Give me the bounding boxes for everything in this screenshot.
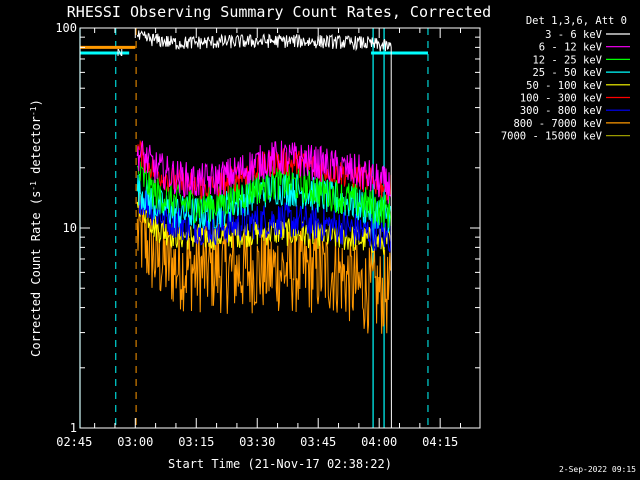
- x-axis: 02:45 03:00 03:15 03:30 03:45 04:00 04:15: [56, 28, 461, 449]
- series-line-2: [136, 161, 392, 228]
- legend-entry-label: 100 - 300 keV: [520, 93, 603, 105]
- series-line-1: [136, 140, 392, 204]
- y-tick-label: 100: [55, 21, 77, 35]
- legend-entry-label: 25 - 50 keV: [532, 67, 602, 79]
- y-axis-label-exponent-2: -1: [29, 106, 38, 116]
- x-tick-label: 03:15: [178, 435, 214, 449]
- chart-title: RHESSI Observing Summary Count Rates, Co…: [67, 3, 491, 21]
- y-axis-label-exponent-1: -1: [29, 181, 38, 191]
- x-tick-label: 02:45: [56, 435, 92, 449]
- series-line-7: [136, 191, 392, 334]
- legend-entry-label: 7000 - 15000 keV: [501, 131, 603, 143]
- y-axis-label-detector: detector: [29, 116, 43, 181]
- series-line-0: [136, 30, 392, 429]
- y-tick-label: 1: [70, 421, 77, 435]
- y-axis-label: Corrected Count Rate (s-1 detector-1): [29, 99, 43, 357]
- series-line-4: [136, 194, 392, 255]
- x-tick-label: 03:30: [239, 435, 275, 449]
- x-tick-label: 04:00: [361, 435, 397, 449]
- y-axis-label-main: Corrected Count Rate (s: [29, 191, 43, 357]
- x-tick-label: 03:00: [117, 435, 153, 449]
- y-axis: 100 10 1: [55, 21, 480, 435]
- generation-timestamp: 2-Sep-2022 09:15: [559, 465, 636, 474]
- y-tick-label: 10: [63, 221, 77, 235]
- x-axis-label: Start Time (21-Nov-17 02:38:22): [168, 457, 392, 471]
- legend-entry-label: 12 - 25 keV: [532, 54, 602, 66]
- legend-entry-label: 300 - 800 keV: [520, 105, 603, 117]
- series-line-3: [136, 173, 392, 233]
- x-tick-label: 04:15: [422, 435, 458, 449]
- series-line-6: [136, 180, 392, 253]
- legend-entry-label: 6 - 12 keV: [539, 42, 603, 54]
- flag-label: N: [117, 48, 123, 59]
- legend-entry-label: 3 - 6 keV: [545, 29, 603, 41]
- legend-entry-label: 800 - 7000 keV: [513, 118, 602, 130]
- y-axis-label-close: ): [29, 99, 43, 106]
- x-tick-label: 03:45: [300, 435, 336, 449]
- legend-header: Det 1,3,6, Att 0: [526, 15, 627, 27]
- series-lines: [80, 30, 392, 429]
- legend-entry-label: 50 - 100 keV: [526, 80, 603, 92]
